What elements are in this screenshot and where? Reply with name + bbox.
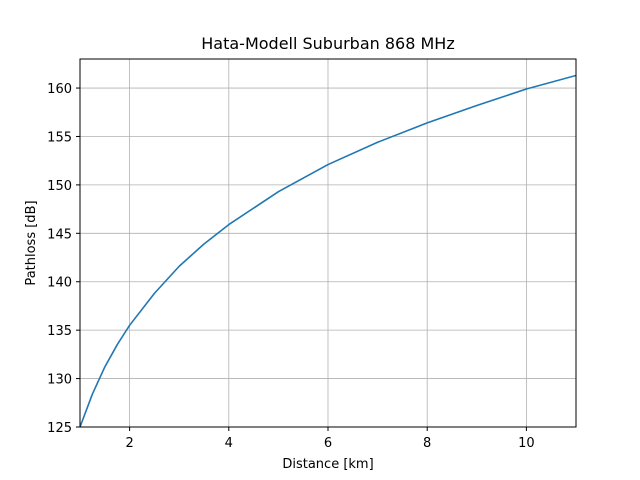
y-tick-label: 150: [47, 179, 72, 194]
grid: [80, 59, 576, 428]
ticks: 2 4 6 8 10 125 130 135 140 145 150 155 160: [47, 82, 535, 451]
x-tick-label: 10: [518, 436, 535, 451]
y-tick-label: 125: [47, 421, 72, 436]
x-tick-label: 2: [125, 436, 133, 451]
chart-title: Hata-Modell Suburban 868 MHz: [201, 34, 454, 53]
x-tick-label: 8: [423, 436, 431, 451]
series-layer: [80, 74, 576, 427]
x-axis-label: Distance [km]: [282, 457, 373, 472]
y-axis-label: Pathloss [dB]: [24, 200, 39, 285]
x-tick-label: 6: [324, 436, 332, 451]
y-tick-label: 130: [47, 373, 72, 388]
series-line: [80, 74, 576, 427]
y-tick-label: 135: [47, 324, 72, 339]
y-tick-label: 155: [47, 130, 72, 145]
y-tick-label: 145: [47, 227, 72, 242]
y-tick-label: 160: [47, 82, 72, 97]
y-tick-label: 140: [47, 276, 72, 291]
x-tick-label: 4: [225, 436, 233, 451]
